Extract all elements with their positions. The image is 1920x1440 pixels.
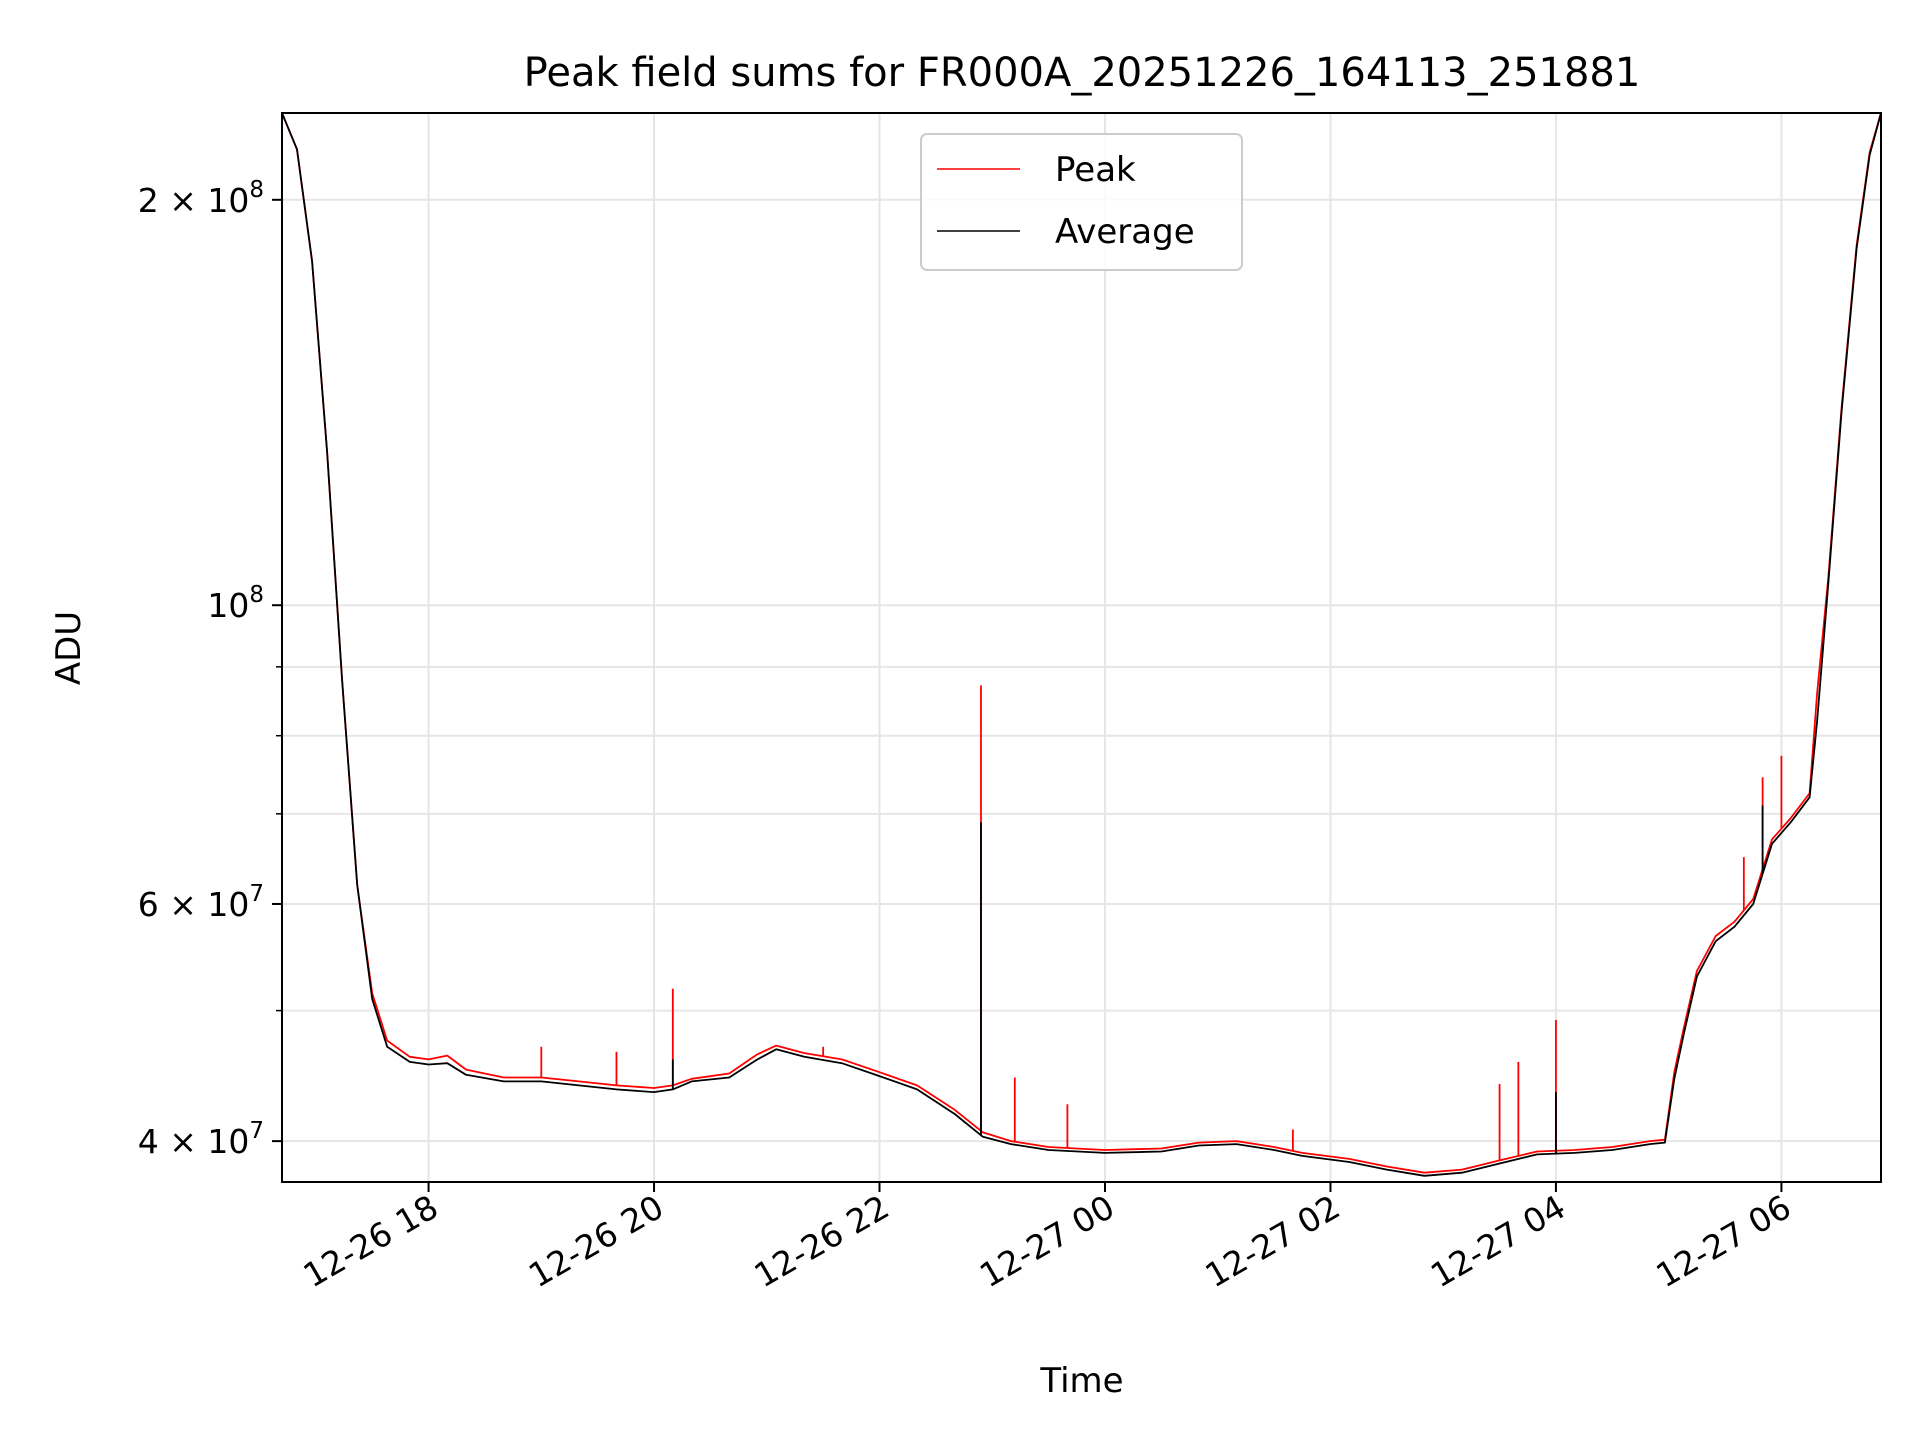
y-axis-label: ADU [49, 611, 89, 685]
axes-frame [281, 112, 1882, 1183]
y-tick-label: 2 × 108 [138, 177, 264, 220]
y-tick-label: 4 × 107 [138, 1118, 264, 1161]
legend-label-peak: Peak [1055, 150, 1136, 190]
x-axis-label: Time [1039, 1361, 1123, 1401]
legend: Peak Average [920, 133, 1243, 271]
series-line-peak [281, 112, 1882, 1174]
legend-label-average: Average [1055, 212, 1195, 252]
plot-area [281, 112, 1882, 1177]
chart-title: Peak field sums for FR000A_20251226_1641… [524, 50, 1641, 96]
series-line-average [281, 112, 1882, 1177]
y-tick-label: 6 × 107 [138, 881, 264, 924]
legend-box [920, 133, 1243, 271]
